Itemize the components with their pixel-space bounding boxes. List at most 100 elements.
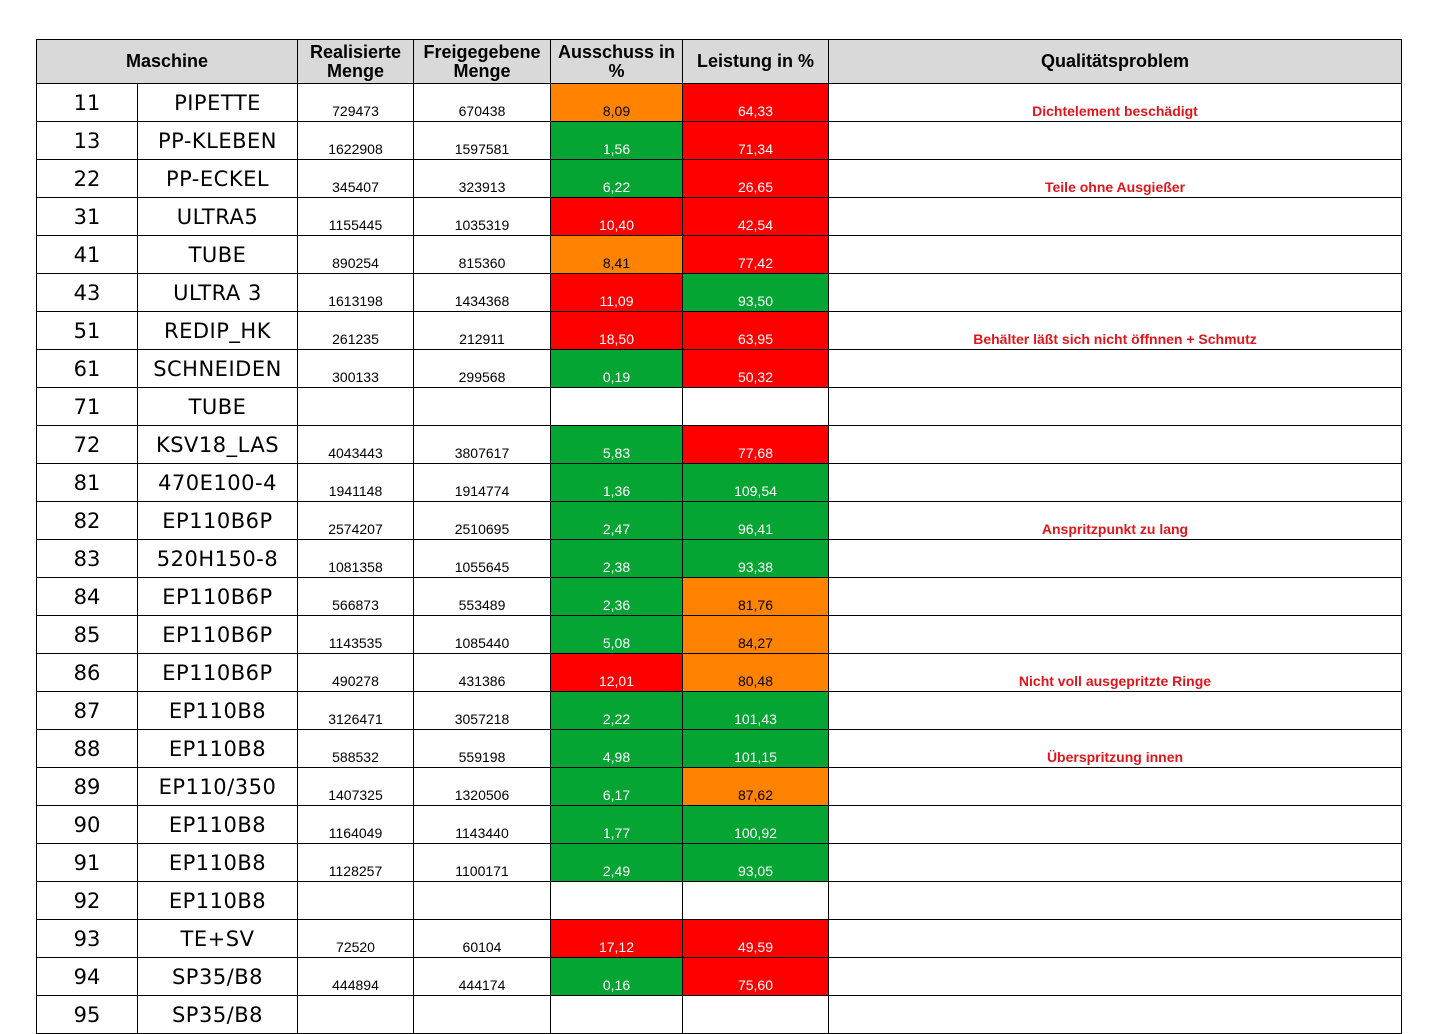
machine-name-cell: 470E100-4 <box>137 463 298 502</box>
ausschuss-cell: 6,17 <box>550 767 683 806</box>
qualitaetsproblem-cell <box>828 957 1402 996</box>
table-row: 91 EP110B8 1128257 1100171 2,49 93,05 <box>36 843 1402 882</box>
leistung-cell: 49,59 <box>682 919 829 958</box>
freigegebene-menge-cell: 553489 <box>413 577 551 616</box>
ausschuss-cell: 2,47 <box>550 501 683 540</box>
leistung-cell: 101,15 <box>682 729 829 768</box>
machine-name-cell: EP110B8 <box>137 729 298 768</box>
realisierte-menge-cell <box>297 881 414 920</box>
freigegebene-menge-cell <box>413 881 551 920</box>
machine-name-cell: ULTRA 3 <box>137 273 298 312</box>
machine-number-cell: 88 <box>36 729 138 768</box>
machine-name-cell: TE+SV <box>137 919 298 958</box>
qualitaetsproblem-cell <box>828 197 1402 236</box>
ausschuss-cell: 10,40 <box>550 197 683 236</box>
machine-name-cell: EP110B8 <box>137 881 298 920</box>
machine-name-cell: EP110/350 <box>137 767 298 806</box>
freigegebene-menge-cell: 1143440 <box>413 805 551 844</box>
freigegebene-menge-cell: 323913 <box>413 159 551 198</box>
freigegebene-menge-cell: 1434368 <box>413 273 551 312</box>
freigegebene-menge-cell: 1035319 <box>413 197 551 236</box>
table-row: 87 EP110B8 3126471 3057218 2,22 101,43 <box>36 691 1402 730</box>
machine-name-cell: PP-ECKEL <box>137 159 298 198</box>
table-row: 72 KSV18_LAS 4043443 3807617 5,83 77,68 <box>36 425 1402 464</box>
table-row: 89 EP110/350 1407325 1320506 6,17 87,62 <box>36 767 1402 806</box>
leistung-cell: 64,33 <box>682 83 829 122</box>
ausschuss-cell: 4,98 <box>550 729 683 768</box>
header-realisierte-menge: Realisierte Menge <box>297 39 414 84</box>
qualitaetsproblem-cell: Überspritzung innen <box>828 729 1402 768</box>
leistung-cell: 50,32 <box>682 349 829 388</box>
qualitaetsproblem-cell <box>828 919 1402 958</box>
machine-number-cell: 43 <box>36 273 138 312</box>
table-body: 11 PIPETTE 729473 670438 8,09 64,33 Dichteleme… <box>36 83 1402 1034</box>
realisierte-menge-cell: 1081358 <box>297 539 414 578</box>
realisierte-menge-cell: 1143535 <box>297 615 414 654</box>
freigegebene-menge-cell: 1597581 <box>413 121 551 160</box>
qualitaetsproblem-cell <box>828 349 1402 388</box>
table-row: 93 TE+SV 72520 60104 17,12 49,59 <box>36 919 1402 958</box>
ausschuss-cell: 1,36 <box>550 463 683 502</box>
table-row: 31 ULTRA5 1155445 1035319 10,40 42,54 <box>36 197 1402 236</box>
qualitaetsproblem-cell <box>828 235 1402 274</box>
machine-number-cell: 82 <box>36 501 138 540</box>
freigegebene-menge-cell: 2510695 <box>413 501 551 540</box>
qualitaetsproblem-cell <box>828 121 1402 160</box>
freigegebene-menge-cell: 3807617 <box>413 425 551 464</box>
realisierte-menge-cell: 566873 <box>297 577 414 616</box>
realisierte-menge-cell: 1164049 <box>297 805 414 844</box>
freigegebene-menge-cell: 1320506 <box>413 767 551 806</box>
qualitaetsproblem-cell <box>828 691 1402 730</box>
machine-name-cell: SP35/B8 <box>137 957 298 996</box>
table-row: 71 TUBE <box>36 387 1402 426</box>
header-freigegebene-menge: Freigegebene Menge <box>413 39 551 84</box>
machine-name-cell: REDIP_HK <box>137 311 298 350</box>
ausschuss-cell: 18,50 <box>550 311 683 350</box>
machine-name-cell: TUBE <box>137 235 298 274</box>
leistung-cell: 87,62 <box>682 767 829 806</box>
machine-number-cell: 85 <box>36 615 138 654</box>
leistung-cell: 80,48 <box>682 653 829 692</box>
machine-name-cell: KSV18_LAS <box>137 425 298 464</box>
freigegebene-menge-cell: 299568 <box>413 349 551 388</box>
ausschuss-cell: 8,09 <box>550 83 683 122</box>
realisierte-menge-cell <box>297 387 414 426</box>
ausschuss-cell <box>550 881 683 920</box>
qualitaetsproblem-cell <box>828 387 1402 426</box>
header-row: Maschine Realisierte Menge Freigegebene … <box>36 39 1402 84</box>
ausschuss-cell: 6,22 <box>550 159 683 198</box>
freigegebene-menge-cell: 444174 <box>413 957 551 996</box>
leistung-cell: 26,65 <box>682 159 829 198</box>
ausschuss-cell: 5,08 <box>550 615 683 654</box>
freigegebene-menge-cell: 670438 <box>413 83 551 122</box>
table-row: 22 PP-ECKEL 345407 323913 6,22 26,65 Teile ohn… <box>36 159 1402 198</box>
machine-name-cell: PIPETTE <box>137 83 298 122</box>
realisierte-menge-cell: 2574207 <box>297 501 414 540</box>
table-row: 11 PIPETTE 729473 670438 8,09 64,33 Dichteleme… <box>36 83 1402 122</box>
machine-number-cell: 94 <box>36 957 138 996</box>
freigegebene-menge-cell: 815360 <box>413 235 551 274</box>
freigegebene-menge-cell: 1914774 <box>413 463 551 502</box>
freigegebene-menge-cell: 559198 <box>413 729 551 768</box>
machine-number-cell: 92 <box>36 881 138 920</box>
leistung-cell: 77,42 <box>682 235 829 274</box>
qualitaetsproblem-cell <box>828 425 1402 464</box>
qualitaetsproblem-cell: Nicht voll ausgepritzte Ringe <box>828 653 1402 692</box>
machine-name-cell: SCHNEIDEN <box>137 349 298 388</box>
header-ausschuss: Ausschuss in % <box>550 39 683 84</box>
machine-number-cell: 11 <box>36 83 138 122</box>
table-row: 92 EP110B8 <box>36 881 1402 920</box>
table-row: 13 PP-KLEBEN 1622908 1597581 1,56 71,34 <box>36 121 1402 160</box>
realisierte-menge-cell: 444894 <box>297 957 414 996</box>
machine-number-cell: 89 <box>36 767 138 806</box>
leistung-cell: 93,50 <box>682 273 829 312</box>
ausschuss-cell: 17,12 <box>550 919 683 958</box>
realisierte-menge-cell: 1128257 <box>297 843 414 882</box>
leistung-cell: 71,34 <box>682 121 829 160</box>
ausschuss-cell: 8,41 <box>550 235 683 274</box>
machine-name-cell: TUBE <box>137 387 298 426</box>
machine-number-cell: 91 <box>36 843 138 882</box>
machine-name-cell: EP110B8 <box>137 805 298 844</box>
realisierte-menge-cell: 3126471 <box>297 691 414 730</box>
realisierte-menge-cell: 345407 <box>297 159 414 198</box>
